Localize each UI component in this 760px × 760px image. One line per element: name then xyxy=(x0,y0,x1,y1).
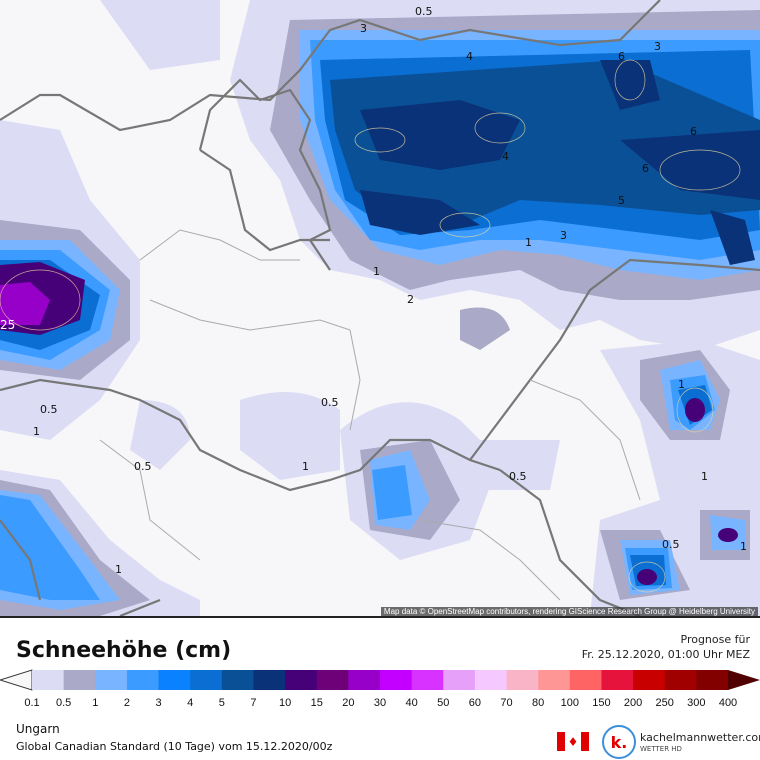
contour-label: 0.5 xyxy=(321,396,339,409)
region-borders xyxy=(99,229,641,601)
colorbar-segment xyxy=(443,670,476,690)
colorbar-tick-label: 15 xyxy=(310,697,323,709)
contour-label: 1 xyxy=(302,460,309,473)
colorbar-over-arrow xyxy=(728,670,760,690)
colorbar-tick-label: 300 xyxy=(687,697,706,709)
contour-label: 6 xyxy=(618,50,625,63)
snow-7-areas xyxy=(360,60,760,265)
forecast-label: Prognose für xyxy=(680,633,751,646)
contour-label: 0.5 xyxy=(40,403,58,416)
colorbar-tick-label: 30 xyxy=(373,697,387,709)
colorbar-tick-label: 3 xyxy=(155,697,162,709)
canada-flag-icon: ♦ xyxy=(557,732,589,751)
contour-label: 5 xyxy=(618,194,625,207)
contour-label: 0.5 xyxy=(662,538,680,551)
colorbar-segment xyxy=(633,670,666,690)
colorbar-tick-label: 70 xyxy=(500,697,513,709)
colorbar-tick-label: 50 xyxy=(437,697,450,709)
colorbar-segment xyxy=(158,670,191,690)
legend-title: Schneehöhe (cm) xyxy=(16,638,232,663)
colorbar-segment xyxy=(348,670,381,690)
colorbar-tick-label: 400 xyxy=(718,697,738,709)
colorbar-under-arrow xyxy=(0,669,33,691)
contour-label: 4 xyxy=(466,50,473,63)
colorbar-segment xyxy=(380,670,413,690)
colorbar-segment xyxy=(190,670,223,690)
colorbar-tick-label: 5 xyxy=(218,697,225,709)
contour-label: 1 xyxy=(525,236,532,249)
brand-subtitle: WETTER HD xyxy=(640,745,682,753)
map-layer xyxy=(0,0,760,616)
colorbar-segment xyxy=(506,670,539,690)
country-borders xyxy=(0,0,760,616)
colorbar-segment xyxy=(126,670,160,690)
colorbar-tick-label: 7 xyxy=(250,697,257,709)
contour-lines xyxy=(0,59,741,593)
contour-label: 0.5 xyxy=(509,470,527,483)
contour-label: 1 xyxy=(373,265,380,278)
colorbar-segment xyxy=(95,670,128,690)
contour-label: 1 xyxy=(115,563,122,576)
contour-label: 1 xyxy=(678,378,685,391)
contour-label: 1 xyxy=(701,470,708,483)
colorbar-segment xyxy=(253,670,286,690)
contour-label: 6 xyxy=(690,125,697,138)
colorbar-tick-label: 200 xyxy=(623,697,643,709)
model-info: Global Canadian Standard (10 Tage) vom 1… xyxy=(16,740,333,753)
contour-label: 1 xyxy=(740,540,747,553)
colorbar-tick-label: 2 xyxy=(123,697,130,709)
colorbar-segment xyxy=(221,670,254,690)
colorbar xyxy=(0,669,760,691)
region-name: Ungarn xyxy=(16,722,60,736)
colorbar-tick-label: 60 xyxy=(468,697,482,709)
contour-label: 3 xyxy=(654,40,661,53)
colorbar-segment xyxy=(411,670,444,690)
contour-label: 2 xyxy=(407,293,414,306)
colorbar-segment xyxy=(63,670,96,690)
colorbar-tick-label: 80 xyxy=(532,697,545,709)
map-attribution: Map data © OpenStreetMap contributors, r… xyxy=(380,607,758,616)
colorbar-tick-label: 100 xyxy=(560,697,579,709)
snow-20-areas xyxy=(0,282,50,325)
colorbar-segment xyxy=(601,670,634,690)
contour-label: 1 xyxy=(33,425,40,438)
colorbar-segment xyxy=(285,670,318,690)
colorbar-tick-label: 20 xyxy=(342,697,355,709)
contour-label: 3 xyxy=(560,229,567,242)
forecast-time: Fr. 25.12.2020, 01:00 Uhr MEZ xyxy=(581,648,750,661)
colorbar-segment xyxy=(696,670,729,690)
colorbar-segment xyxy=(474,670,508,690)
colorbar-segment xyxy=(569,670,602,690)
contour-label: 6 xyxy=(642,162,649,175)
colorbar-segment xyxy=(32,670,65,690)
snow-depth-map[interactable]: 0.5 3 4 6 3 6 4 5 6 3 1 1 2 25 0.5 1 0.5… xyxy=(0,0,760,618)
kachelmann-logo-icon[interactable]: k. xyxy=(602,725,636,759)
colorbar-tick-label: 150 xyxy=(592,697,611,709)
brand-name[interactable]: kachelmannwetter.com xyxy=(640,731,760,744)
contour-label: 0.5 xyxy=(415,5,433,18)
colorbar-tick-label: 10 xyxy=(278,697,292,709)
colorbar-segment xyxy=(316,670,349,690)
contour-label: 0.5 xyxy=(134,460,152,473)
colorbar-tick-label: 0.5 xyxy=(55,697,72,709)
colorbar-segment xyxy=(538,670,571,690)
colorbar-tick-label: 40 xyxy=(405,697,418,709)
colorbar-tick-label: 250 xyxy=(655,697,674,709)
contour-label: 4 xyxy=(502,150,509,163)
contour-label: 25 xyxy=(0,318,16,332)
colorbar-tick-label: 0.1 xyxy=(24,697,40,709)
colorbar-tick-label: 1 xyxy=(92,697,99,709)
contour-label: 3 xyxy=(360,22,367,35)
colorbar-segment xyxy=(664,670,697,690)
colorbar-tick-label: 4 xyxy=(187,697,194,709)
